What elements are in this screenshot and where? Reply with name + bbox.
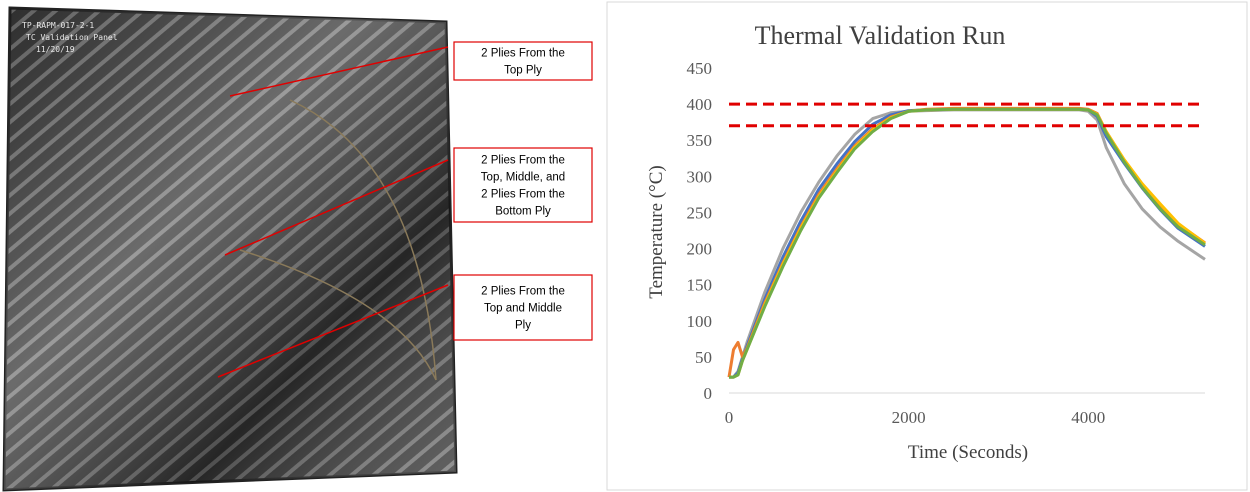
series-line xyxy=(729,110,1205,377)
callout-text: Bottom Ply xyxy=(495,206,551,218)
y-tick-label: 150 xyxy=(687,276,713,295)
y-tick-label: 0 xyxy=(704,384,713,403)
y-tick-label: 100 xyxy=(687,312,713,331)
y-tick-label: 200 xyxy=(687,240,713,259)
handwriting: 11/20/19 xyxy=(36,45,75,54)
callout-text: 2 Plies From the xyxy=(481,155,565,167)
callout-text: Ply xyxy=(515,320,531,332)
series-line xyxy=(729,109,1205,377)
y-tick-label: 450 xyxy=(687,59,713,78)
panel-shade xyxy=(4,8,456,490)
handwriting: TC Validation Panel xyxy=(26,33,118,42)
callout-text: 2 Plies From the xyxy=(481,189,565,201)
page: TP-RAPM-017-2-1 TC Validation Panel 11/2… xyxy=(0,0,1250,492)
chart-title: Thermal Validation Run xyxy=(755,21,1006,50)
y-tick-label: 50 xyxy=(695,348,712,367)
callout-text: 2 Plies From the xyxy=(481,286,565,298)
callouts: 2 Plies From the Top Ply 2 Plies From the T… xyxy=(454,42,592,340)
x-tick-label: 2000 xyxy=(892,408,926,427)
y-tick-label: 250 xyxy=(687,203,713,222)
x-tick-label: 4000 xyxy=(1071,408,1105,427)
series-line xyxy=(729,109,1205,377)
y-tick-label: 350 xyxy=(687,131,713,150)
callout-text: 2 Plies From the xyxy=(481,48,565,60)
y-tick-label: 300 xyxy=(687,167,713,186)
series-line xyxy=(729,108,1205,377)
callout-text: Top Ply xyxy=(504,65,542,77)
y-axis-label: Temperature (°C) xyxy=(646,165,667,298)
panel-photo: TP-RAPM-017-2-1 TC Validation Panel 11/2… xyxy=(4,8,456,490)
callout-text: Top and Middle xyxy=(484,303,562,315)
x-tick-label: 0 xyxy=(725,408,734,427)
handwriting: TP-RAPM-017-2-1 xyxy=(22,21,94,30)
series-line xyxy=(729,109,1205,377)
callout-text: Top, Middle, and xyxy=(481,172,565,184)
y-tick-label: 400 xyxy=(687,95,713,114)
x-axis-label: Time (Seconds) xyxy=(908,442,1028,463)
